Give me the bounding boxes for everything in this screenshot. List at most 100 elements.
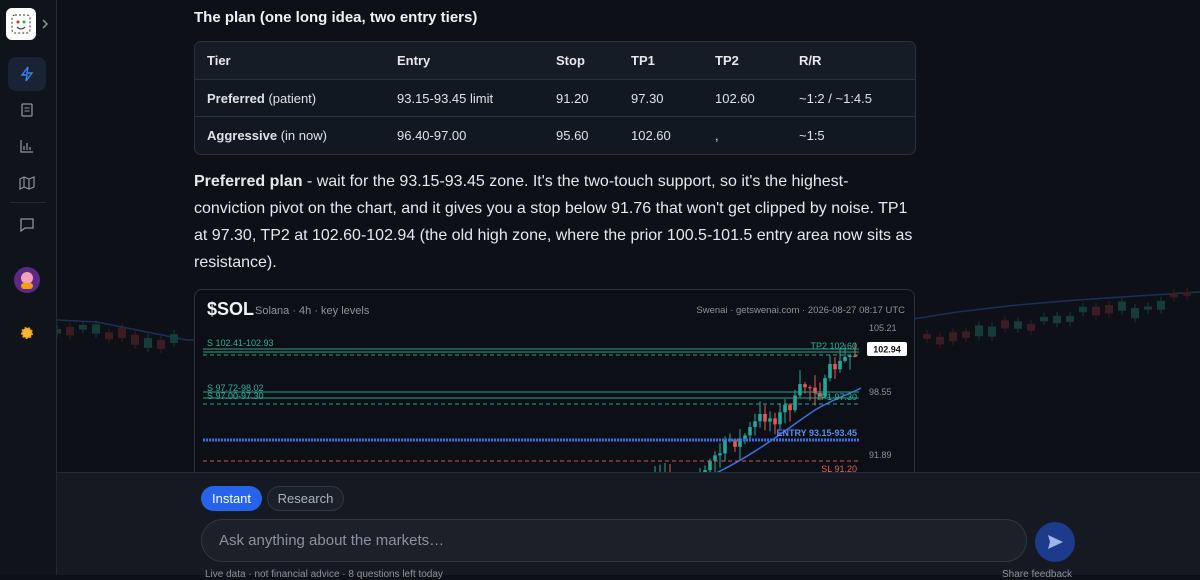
nav-map[interactable] xyxy=(8,166,46,200)
candle-shape xyxy=(79,324,87,330)
candle-shape xyxy=(828,363,832,379)
paragraph-text: - wait for the 93.15-93.45 zone. It's th… xyxy=(194,173,913,271)
price-axis-label: 105.21 xyxy=(869,323,897,333)
candle-shape xyxy=(843,356,847,361)
candle-shape xyxy=(798,384,802,396)
candle-shape xyxy=(949,332,957,342)
divider xyxy=(10,202,46,203)
row: Aggressive (in now) 96.40-97.00 95.60 10… xyxy=(195,117,915,154)
candle-shape xyxy=(703,470,707,472)
candle-shape xyxy=(936,336,944,345)
candle-shape xyxy=(923,333,931,339)
level-label: TP2 102.60 xyxy=(810,341,857,351)
last-price: 102.94 xyxy=(873,345,901,355)
candle-shape xyxy=(783,404,787,413)
tier-name: Preferred xyxy=(207,90,265,106)
message-icon xyxy=(20,218,34,233)
candle-shape xyxy=(92,324,100,334)
candle-shape xyxy=(1079,306,1087,313)
candle-shape xyxy=(728,439,732,441)
candle-shape xyxy=(853,355,857,357)
cell: 102.60 xyxy=(703,80,787,117)
avatar-icon xyxy=(14,267,40,293)
candle-shape xyxy=(1040,316,1048,322)
candle-shape xyxy=(748,427,752,436)
level-label: S 97.72-98.02 xyxy=(207,383,264,393)
doc-icon xyxy=(21,103,33,117)
cell: Aggressive (in now) xyxy=(195,117,385,154)
candle-shape xyxy=(66,326,74,336)
candle-shape xyxy=(833,363,837,370)
cell: 95.60 xyxy=(556,128,589,143)
header-cell: Tier xyxy=(195,42,385,80)
candles xyxy=(654,342,857,472)
tier-note: (patient) xyxy=(268,90,317,106)
candle-shape xyxy=(713,455,717,461)
candle-shape xyxy=(718,453,722,456)
cell: , xyxy=(715,128,719,143)
chart-card: $SOL Solana · 4h · key levels Swenai · g… xyxy=(194,289,915,472)
mode-instant[interactable]: Instant xyxy=(201,486,262,511)
chart-image: $SOL Solana · 4h · key levels Swenai · g… xyxy=(203,299,907,472)
nav-chat-active[interactable] xyxy=(8,57,46,91)
send-button[interactable] xyxy=(1035,522,1075,562)
paragraph-lead: Preferred plan xyxy=(194,173,303,190)
candle-shape xyxy=(1144,306,1152,310)
tier-name: Aggressive xyxy=(207,128,278,143)
level-label: S 97.00-97.30 xyxy=(207,391,264,401)
candle-shape xyxy=(170,334,178,344)
chart-subtitle: Solana · 4h · key levels xyxy=(255,305,370,317)
candle-shape xyxy=(813,387,817,394)
cell: ~1:2 / ~1:4.5 xyxy=(787,80,915,117)
cell: ~1:5 xyxy=(799,128,825,143)
candle-shape xyxy=(788,404,792,411)
candle-shape xyxy=(1066,316,1074,323)
candle-shape xyxy=(1157,300,1165,310)
candle-shape xyxy=(1105,305,1113,314)
candle-shape xyxy=(131,334,139,345)
expand-icon[interactable] xyxy=(40,18,50,30)
header-cell: Stop xyxy=(544,42,619,80)
candle-shape xyxy=(723,439,727,454)
candle-shape xyxy=(1001,320,1009,329)
bolt-icon xyxy=(20,66,34,82)
price-axis-label: 91.89 xyxy=(869,450,892,460)
logo-icon xyxy=(11,14,31,34)
logo[interactable] xyxy=(6,8,36,40)
candle-shape xyxy=(57,329,61,334)
candle-shape xyxy=(738,438,742,447)
cell: Preferred (patient) xyxy=(195,80,385,117)
paragraph: Preferred plan - wait for the 93.15-93.4… xyxy=(194,168,919,276)
candle-shape xyxy=(758,413,762,422)
avatar[interactable] xyxy=(8,263,46,297)
candle-shape xyxy=(708,460,712,471)
candle-shape xyxy=(753,421,757,428)
nav-charts[interactable] xyxy=(8,129,46,163)
conversation: The plan (one long idea, two entry tiers… xyxy=(57,0,1200,472)
theme-toggle[interactable] xyxy=(8,316,46,350)
mode-research[interactable]: Research xyxy=(267,486,344,511)
candle-shape xyxy=(838,360,842,370)
candle-shape xyxy=(105,332,113,340)
level-label: SL 91.20 xyxy=(821,464,857,472)
header-cell: Entry xyxy=(385,42,544,80)
sidebar xyxy=(0,0,57,575)
moving-average xyxy=(716,387,862,472)
candle-shape xyxy=(778,412,782,425)
heading: The plan (one long idea, two entry tiers… xyxy=(194,9,478,26)
row: Preferred (patient) 93.15-93.45 limit 91… xyxy=(195,80,915,117)
nav-notes[interactable] xyxy=(8,93,46,127)
candle-shape xyxy=(773,418,777,425)
candle-shape xyxy=(1183,292,1191,296)
cell: 97.30 xyxy=(619,80,703,117)
candle-shape xyxy=(1092,306,1100,316)
header-row: Tier Entry Stop TP1 TP2 R/R xyxy=(195,42,915,80)
chart-source: Swenai · getswenai.com · 2026-08-27 08:1… xyxy=(696,305,905,316)
nav-messages[interactable] xyxy=(8,208,46,242)
candle-shape xyxy=(975,325,983,337)
input[interactable]: Ask anything about the markets… xyxy=(201,519,1027,562)
level-label: ENTRY 93.15-93.45 xyxy=(776,428,857,438)
candle-shape xyxy=(763,413,767,422)
chart-icon xyxy=(20,140,33,153)
candle-shape xyxy=(733,439,737,447)
